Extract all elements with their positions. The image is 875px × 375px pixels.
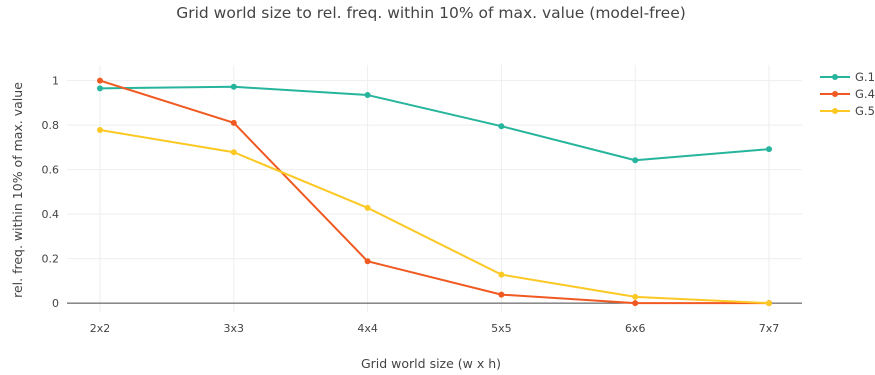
data-point[interactable] (97, 126, 103, 133)
x-tick-label: 4x4 (357, 322, 378, 335)
plot-area (97, 77, 772, 307)
data-point[interactable] (498, 123, 505, 130)
y-tick-label: 0.6 (42, 164, 60, 177)
series-line (99, 128, 770, 305)
grid-lines (67, 65, 802, 312)
data-point[interactable] (230, 119, 237, 126)
y-tick-label: 0.4 (42, 208, 60, 221)
x-tick-label: 3x3 (224, 322, 245, 335)
x-tick-label: 2x2 (90, 322, 111, 335)
data-point[interactable] (364, 258, 371, 265)
axes: 0 0.2 0.4 0.6 0.8 1 2x2 3x3 4x4 5x5 6x6 7x7 (42, 75, 802, 335)
legend-swatch-marker (832, 91, 838, 97)
chart-title: Grid world size to rel. freq. within 10%… (176, 4, 686, 22)
data-point[interactable] (230, 83, 237, 90)
y-tick-label: 0 (52, 297, 59, 310)
data-point[interactable] (364, 204, 371, 211)
x-tick-label: 7x7 (759, 322, 780, 335)
data-point[interactable] (230, 149, 237, 156)
x-tick-label: 5x5 (491, 322, 512, 335)
data-point[interactable] (632, 300, 639, 307)
legend-label: G.5 (855, 104, 875, 118)
legend[interactable]: G.1 G.4 G.5 (820, 70, 875, 118)
legend-item-G.5[interactable]: G.5 (820, 104, 875, 118)
series-line (99, 79, 769, 305)
y-tick-label: 0.8 (42, 119, 60, 132)
data-point[interactable] (97, 77, 103, 84)
legend-item-G.1[interactable]: G.1 (820, 70, 875, 84)
x-axis-title: Grid world size (w x h) (361, 356, 501, 371)
legend-item-G.4[interactable]: G.4 (820, 87, 875, 101)
data-point[interactable] (766, 146, 772, 153)
data-point[interactable] (364, 92, 371, 99)
data-point[interactable] (766, 300, 772, 307)
y-tick-label: 1 (52, 75, 59, 88)
data-point[interactable] (498, 291, 505, 298)
legend-swatch-marker (832, 74, 838, 80)
series-G.4 (97, 77, 772, 307)
data-point[interactable] (97, 85, 103, 92)
y-axis-title: rel. freq. within 10% of max. value (10, 82, 25, 298)
series-line (99, 85, 770, 162)
x-tick-label: 6x6 (625, 322, 646, 335)
data-point[interactable] (632, 157, 639, 164)
legend-swatch-marker (832, 108, 838, 114)
data-point[interactable] (632, 293, 639, 300)
data-point[interactable] (498, 271, 505, 278)
legend-label: G.1 (855, 70, 875, 84)
y-tick-label: 0.2 (42, 253, 60, 266)
series-G.1 (97, 83, 772, 164)
legend-label: G.4 (855, 87, 875, 101)
series-G.5 (97, 126, 772, 307)
